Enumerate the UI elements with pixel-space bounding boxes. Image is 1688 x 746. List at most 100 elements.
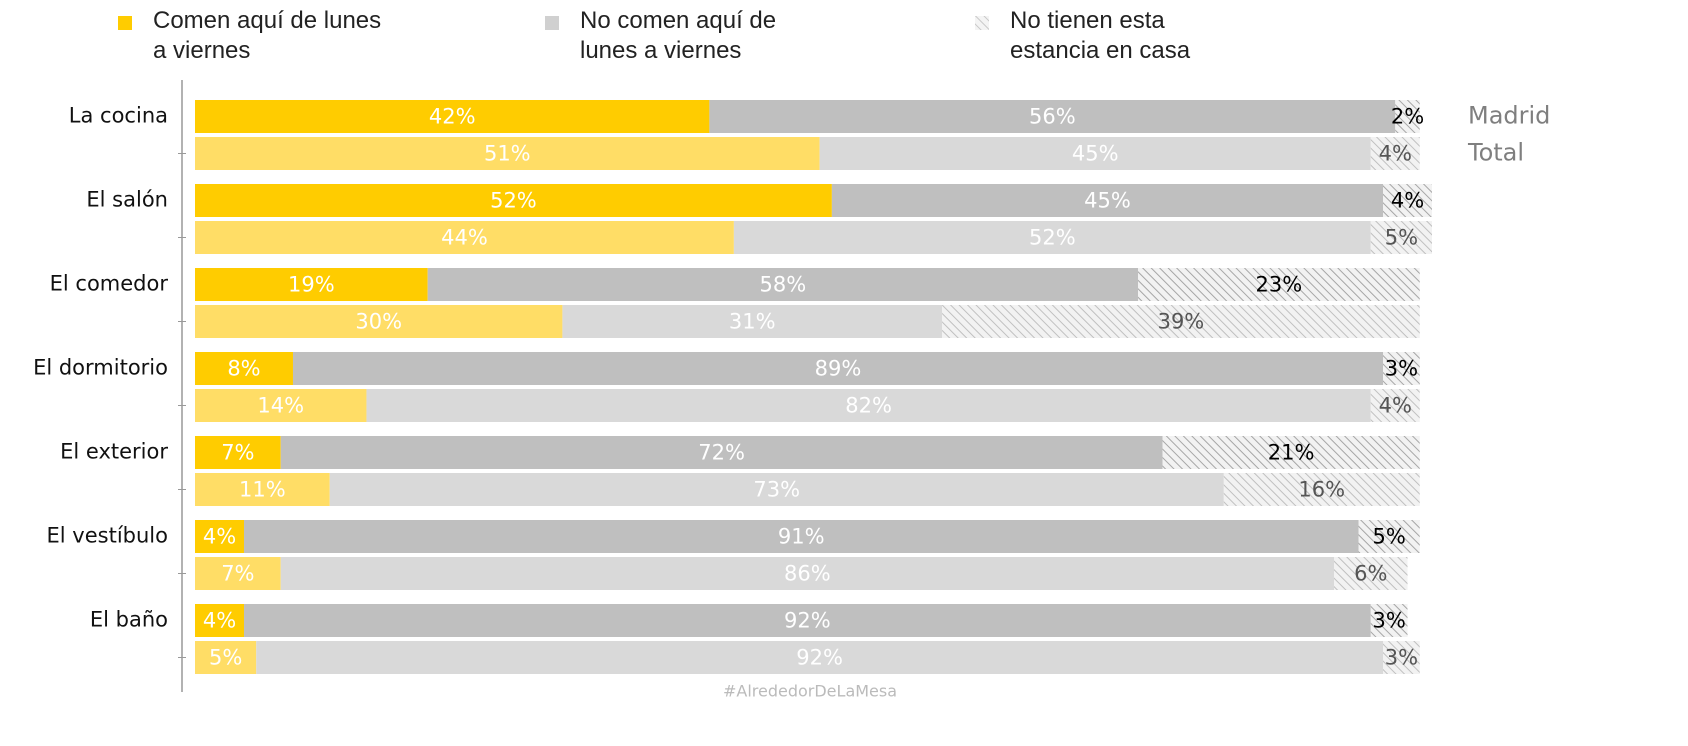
bar-segment [243,520,1359,553]
category-label: El salón [86,188,168,212]
bar-segment [195,520,244,553]
bar-segment [1370,221,1432,254]
value-label: 44% [441,226,488,250]
bar-segment [1138,268,1420,301]
value-label: 7% [221,441,254,465]
value-label: 91% [778,525,825,549]
value-label: 42% [429,105,476,129]
bar-segment [1383,352,1420,385]
value-label: 56% [1029,105,1076,129]
bar-segment [942,305,1420,338]
bar-segment [1383,184,1432,217]
legend-label: Comen aquí de lunes a viernes [153,7,382,64]
category-label: El vestíbulo [47,524,168,548]
bar-segment [329,473,1224,506]
bar-segment [195,268,428,301]
bar-segment [195,389,367,422]
value-label: 92% [784,609,831,633]
legend-swatch [975,16,989,30]
value-label: 39% [1158,310,1205,334]
bar-segment [195,100,710,133]
bar-segment [195,436,281,469]
value-label: 7% [221,562,254,586]
bar-segment [1370,604,1408,637]
bar-segment [195,641,257,674]
value-label: 51% [484,142,531,166]
value-label: 52% [490,189,537,213]
bar-segment [195,557,281,590]
bar-segment [195,137,820,170]
value-label: 4% [1391,189,1424,213]
value-label: 89% [815,357,862,381]
bar-segment [562,305,943,338]
bar-segment [1395,100,1420,133]
bar-segment [366,389,1371,422]
value-label: 3% [1385,357,1418,381]
category-label: El baño [90,608,168,632]
legend-swatch [545,16,559,30]
value-label: 3% [1385,646,1418,670]
bar-segment [831,184,1384,217]
value-label: 11% [239,478,286,502]
bar-segment [1370,137,1420,170]
bar-segment [280,557,1335,590]
value-label: 45% [1084,189,1131,213]
value-label: 4% [1379,394,1412,418]
value-label: 30% [355,310,402,334]
value-label: 19% [288,273,335,297]
bar-segment [195,184,832,217]
bar-segment [243,604,1371,637]
category-label: El exterior [60,440,168,464]
value-label: 92% [796,646,843,670]
value-label: 73% [753,478,800,502]
group-label: Total [1467,139,1524,167]
group-label: Madrid [1468,102,1550,130]
bar-segment [280,436,1163,469]
value-label: 4% [1379,142,1412,166]
bar-segment [195,305,563,338]
value-label: 21% [1268,441,1315,465]
bar-segment [195,473,330,506]
value-label: 4% [203,609,236,633]
value-label: 52% [1029,226,1076,250]
legend-label: No tienen esta estancia en casa [1010,7,1191,64]
bar-segment [195,352,293,385]
value-label: 82% [845,394,892,418]
bar-segment [292,352,1384,385]
value-label: 72% [698,441,745,465]
value-label: 16% [1298,478,1345,502]
bar-segment [256,641,1384,674]
value-label: 6% [1354,562,1387,586]
legend-swatch [118,16,132,30]
value-label: 14% [257,394,304,418]
bar-segment [1358,520,1420,553]
value-label: 5% [209,646,242,670]
value-label: 86% [784,562,831,586]
bar-segment [1383,641,1420,674]
category-label: La cocina [69,104,168,128]
value-label: 2% [1391,105,1424,129]
value-label: 31% [729,310,776,334]
value-label: 4% [203,525,236,549]
bar-segment [709,100,1396,133]
bar-segment [1223,473,1420,506]
bar-segment [1370,389,1420,422]
bar-segment [195,604,244,637]
value-label: 58% [760,273,807,297]
legend-label: No comen aquí de lunes a viernes [580,7,777,64]
value-label: 23% [1256,273,1303,297]
bar-segment [427,268,1139,301]
value-label: 5% [1372,525,1405,549]
bar-segment [819,137,1371,170]
category-label: El dormitorio [33,356,168,380]
value-label: 3% [1372,609,1405,633]
bar-segment [195,221,734,254]
bar-segment [733,221,1371,254]
source: #AlrededorDeLaMesa [723,682,897,701]
value-label: 45% [1072,142,1119,166]
value-label: 5% [1385,226,1418,250]
value-label: 8% [227,357,260,381]
category-label: El comedor [50,272,169,296]
